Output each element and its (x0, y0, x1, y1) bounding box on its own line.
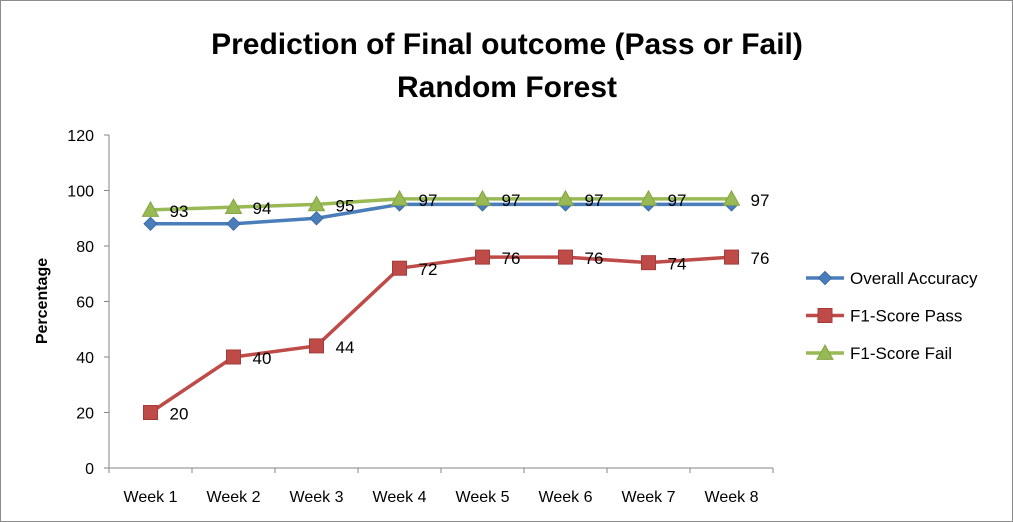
data-point-square (641, 255, 656, 271)
data-point-triangle (390, 189, 409, 206)
data-label: 20 (170, 405, 189, 424)
data-point-diamond (226, 216, 241, 232)
data-point-triangle (224, 198, 243, 215)
data-label: 97 (419, 191, 438, 210)
data-label: 95 (336, 196, 355, 215)
data-point-triangle (141, 200, 160, 217)
data-point-triangle (307, 195, 326, 212)
data-point-diamond (309, 211, 324, 226)
data-label: 76 (502, 249, 521, 268)
data-point-square (226, 349, 241, 365)
legend-label: Overall Accuracy (850, 269, 978, 288)
series-f1-score-pass (143, 249, 739, 420)
series-line (148, 197, 734, 212)
data-label: 97 (502, 191, 521, 210)
data-point-square (309, 338, 324, 354)
data-label: 40 (253, 349, 272, 368)
data-point-square (724, 249, 739, 265)
series-group (141, 189, 741, 420)
legend-marker-diamond (817, 270, 833, 286)
data-label: 94 (253, 199, 272, 218)
axes: 0 20 40 60 80 100 120 Week 1 Week 2 Week 3 Week 4 W… (67, 128, 774, 506)
x-tick-label: Week 3 (290, 489, 344, 506)
y-tick-label: 80 (76, 239, 94, 256)
data-label: 97 (668, 191, 687, 210)
y-tick-label: 120 (67, 128, 94, 145)
y-axis-title: Percentage (34, 258, 51, 344)
chart-subtitle: Random Forest (397, 71, 617, 104)
legend-item: Overall Accuracy (806, 269, 978, 288)
legend: Overall Accuracy F1-Score Pass F1-Score Fa… (806, 269, 978, 363)
data-point-triangle (556, 189, 575, 206)
data-labels: 20 40 44 72 76 76 74 76 93 94 95 97 97 97 97 97 (170, 191, 770, 424)
y-tick-label: 20 (76, 406, 94, 423)
data-label: 93 (170, 202, 189, 221)
x-tick-label: Week 6 (539, 489, 593, 506)
legend-item: F1-Score Fail (806, 343, 952, 363)
data-point-square (475, 249, 490, 265)
series-f1-score-fail (141, 189, 741, 217)
legend-marker-triangle (816, 343, 834, 360)
legend-item: F1-Score Pass (806, 307, 962, 326)
data-point-square (392, 260, 407, 276)
x-tick-label: Week 8 (705, 489, 759, 506)
y-tick-label: 0 (85, 461, 94, 478)
x-tick-label: Week 2 (207, 489, 261, 506)
data-point-diamond (143, 216, 158, 232)
data-label: 44 (336, 338, 355, 357)
data-label: 72 (419, 260, 438, 279)
data-point-triangle (473, 189, 492, 206)
y-tick-label: 60 (76, 295, 94, 312)
data-point-triangle (639, 189, 658, 206)
data-point-triangle (722, 189, 741, 206)
x-tick-label: Week 7 (622, 489, 676, 506)
data-point-square (143, 405, 158, 420)
data-label: 97 (751, 191, 770, 210)
x-tick-label: Week 1 (124, 489, 178, 506)
series-line (148, 202, 734, 226)
legend-label: F1-Score Fail (850, 344, 952, 363)
x-tick-label: Week 5 (456, 489, 510, 506)
series-line (148, 255, 734, 415)
x-tick-label: Week 4 (373, 489, 427, 506)
legend-label: F1-Score Pass (850, 307, 962, 326)
chart-title: Prediction of Final outcome (Pass or Fai… (211, 28, 803, 61)
data-label: 76 (751, 249, 770, 268)
data-point-square (558, 249, 573, 265)
data-label: 74 (668, 255, 687, 274)
y-tick-label: 100 (67, 184, 94, 201)
series-overall-accuracy (143, 197, 739, 232)
legend-marker-square (817, 308, 833, 323)
data-label: 97 (585, 191, 604, 210)
data-label: 76 (585, 249, 604, 268)
y-tick-label: 40 (76, 350, 94, 367)
